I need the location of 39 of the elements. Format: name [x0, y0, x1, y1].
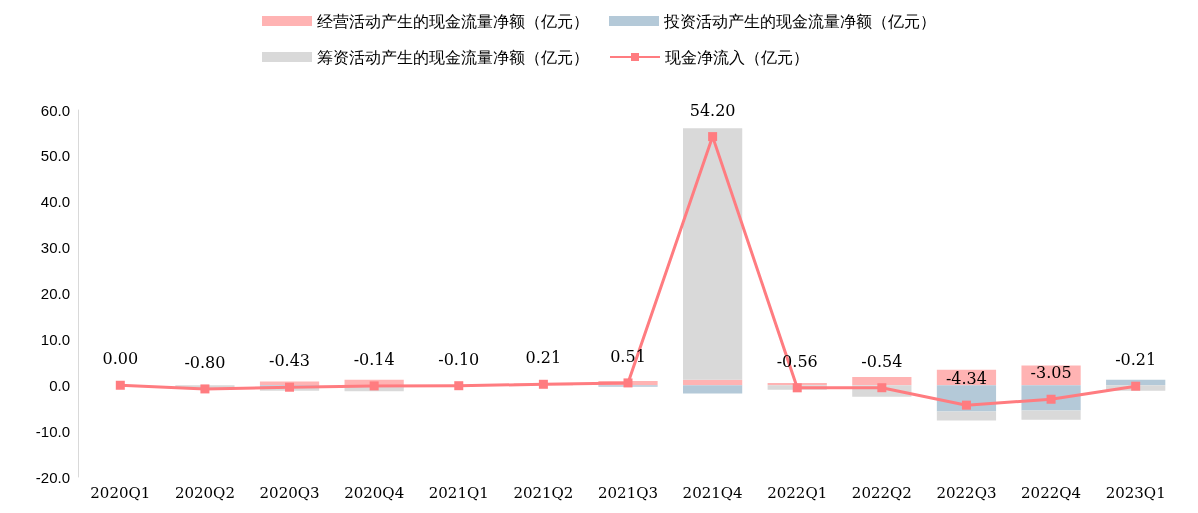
y-tick-label: 30.0: [40, 239, 70, 257]
x-tick-label: 2021Q1: [428, 483, 489, 502]
y-tick-label: -20.0: [35, 468, 70, 486]
legend-label: 投资活动产生的现金流量净额（亿元）: [663, 11, 936, 31]
data-label: 54.20: [689, 100, 736, 120]
data-label: 0.51: [610, 346, 646, 366]
x-tick-label: 2020Q3: [259, 483, 320, 502]
y-tick-label: 10.0: [40, 330, 70, 348]
data-label: -0.56: [776, 351, 818, 371]
y-tick-label: 50.0: [40, 147, 70, 165]
data-label: -0.80: [184, 352, 226, 372]
x-tick-label: 2020Q1: [90, 483, 151, 502]
legend-label: 经营活动产生的现金流量净额（亿元）: [317, 11, 589, 31]
x-tick-label: 2021Q3: [597, 483, 659, 502]
x-tick-label: 2022Q2: [851, 483, 912, 502]
legend-label: 筹资活动产生的现金流量净额（亿元）: [317, 47, 589, 67]
x-tick-label: 2020Q2: [174, 483, 235, 502]
x-tick-label: 2021Q2: [513, 483, 574, 502]
y-tick-label: 20.0: [40, 285, 70, 302]
y-tick-label: 0.0: [49, 376, 70, 394]
data-label: -3.05: [1030, 363, 1072, 383]
data-label: -0.14: [353, 349, 395, 369]
x-tick-label: 2022Q3: [936, 483, 997, 502]
x-tick-label: 2021Q4: [682, 483, 743, 502]
legend-label: 现金净流入（亿元）: [665, 47, 809, 67]
data-label: -0.43: [269, 351, 311, 371]
x-tick-label: 2022Q1: [767, 483, 828, 502]
y-tick-label: 60.0: [40, 101, 70, 119]
y-tick-label: -10.0: [35, 422, 70, 440]
data-label: -0.10: [438, 349, 480, 369]
data-label: -0.21: [1115, 350, 1157, 370]
data-label: 0.21: [525, 348, 562, 368]
data-label: -0.54: [861, 351, 903, 371]
x-tick-label: 2020Q4: [344, 483, 405, 502]
x-tick-label: 2023Q1: [1105, 483, 1166, 502]
x-tick-label: 2022Q4: [1021, 483, 1082, 502]
data-label: -4.34: [945, 369, 987, 389]
data-label: 0.00: [102, 349, 139, 369]
y-tick-label: 40.0: [40, 193, 70, 211]
